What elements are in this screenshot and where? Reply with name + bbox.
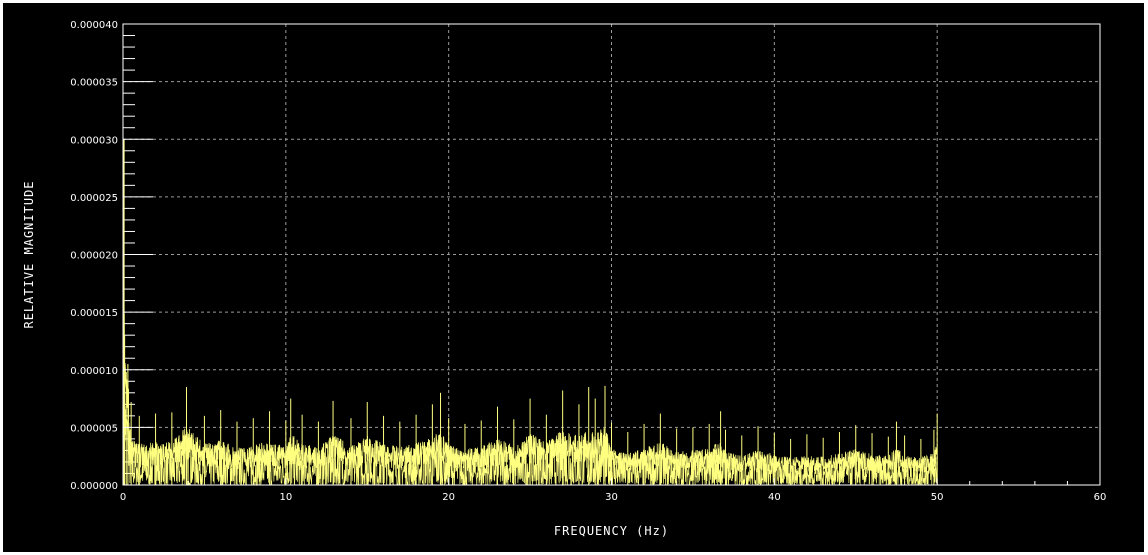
x-tick-label: 50 <box>931 492 944 503</box>
y-tick-label: 0.000040 <box>70 20 118 31</box>
plot-window: 0 10 20 30 40 50 60 0.000000 0.000005 0.000010 0.0… <box>3 3 1144 552</box>
x-tick-label: 10 <box>279 492 292 503</box>
x-tick-label: 0 <box>120 492 126 503</box>
spectrum-chart: 0 10 20 30 40 50 60 0.000000 0.000005 0.000010 0.0… <box>22 20 1106 538</box>
y-tick-label: 0.000035 <box>70 78 118 89</box>
axis-ticks: 0 10 20 30 40 50 60 0.000000 0.000005 0.000010 0.0… <box>70 20 1106 503</box>
y-tick-label: 0.000005 <box>70 423 118 434</box>
x-tick-label: 60 <box>1094 492 1107 503</box>
y-tick-label: 0.000000 <box>70 481 118 492</box>
x-tick-label: 30 <box>605 492 618 503</box>
x-tick-label: 40 <box>768 492 781 503</box>
y-tick-label: 0.000020 <box>70 251 118 262</box>
x-tick-label: 20 <box>442 492 455 503</box>
series-layer <box>122 139 938 487</box>
x-axis-title: FREQUENCY (Hz) <box>554 524 669 538</box>
y-tick-label: 0.000010 <box>70 366 118 377</box>
y-tick-label: 0.000015 <box>70 308 118 319</box>
y-tick-label: 0.000025 <box>70 193 118 204</box>
y-tick-label: 0.000030 <box>70 135 118 146</box>
y-axis-title: RELATIVE MAGNITUDE <box>22 180 36 328</box>
